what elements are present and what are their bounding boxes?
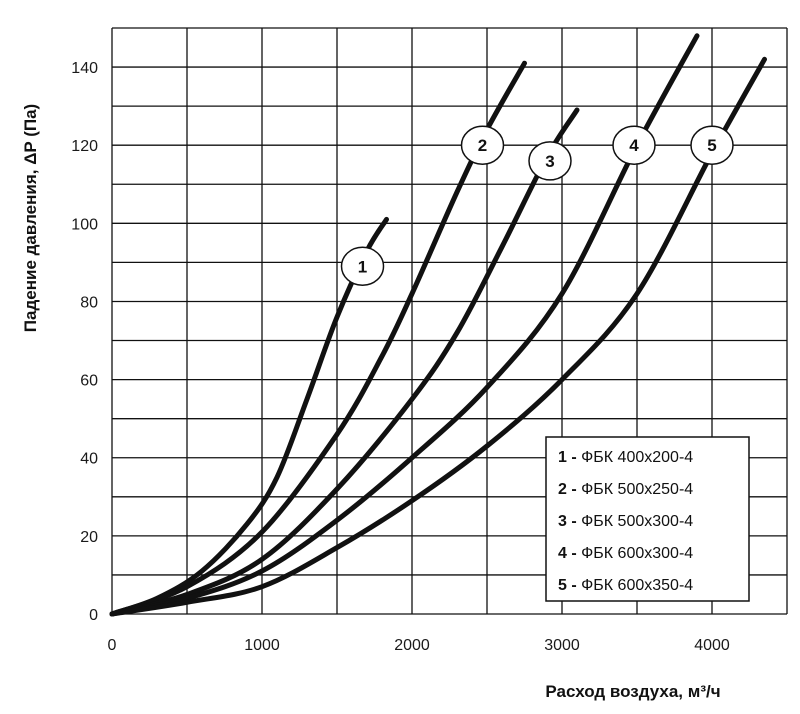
y-axis-title: Падение давления, ΔP (Па): [21, 104, 40, 332]
legend-entry: 3 - ФБК 500x300-4: [558, 513, 693, 530]
legend-entry: 2 - ФБК 500x250-4: [558, 481, 693, 498]
curve-label-text: 4: [629, 136, 639, 155]
legend-entry-label: ФБК 600x350-4: [581, 577, 693, 594]
x-tick-label: 0: [108, 637, 117, 654]
curve-labels: 1 2 3 4 5: [340, 125, 734, 287]
curve-series-5: [109, 56, 767, 617]
x-tick-label: 1000: [244, 637, 280, 654]
curve-label-bubble: [460, 125, 505, 165]
curve-label-text: 3: [545, 152, 554, 171]
legend: 1 - ФБК 400x200-42 - ФБК 500x250-43 - ФБ…: [545, 436, 750, 602]
curve-label-text: 2: [478, 136, 487, 155]
curve-series-1: [109, 216, 389, 617]
legend-entry-label: ФБК 500x250-4: [581, 481, 693, 498]
x-axis-ticks: 0 1000 2000 3000 4000: [108, 637, 730, 654]
legend-entry: 1 - ФБК 400x200-4: [558, 449, 693, 466]
curves: [109, 33, 767, 617]
y-tick-label: 60: [80, 373, 98, 390]
legend-entry: 4 - ФБК 600x300-4: [558, 545, 693, 562]
legend-entry-number: 5 -: [558, 577, 581, 594]
legend-box: [545, 436, 750, 602]
curve-label-bubble: [612, 125, 656, 165]
curve-label-text: 5: [707, 136, 716, 155]
legend-entry-label: ФБК 500x300-4: [581, 513, 693, 530]
curve-label-bubble: [528, 141, 572, 181]
legend-entry-number: 1 -: [558, 449, 581, 466]
y-tick-label: 0: [89, 607, 98, 624]
x-tick-label: 3000: [544, 637, 580, 654]
curve-series-4: [109, 33, 700, 617]
y-tick-label: 40: [80, 451, 98, 468]
legend-entry-label: ФБК 600x300-4: [581, 545, 693, 562]
legend-entry: 5 - ФБК 600x350-4: [558, 577, 693, 594]
curve-label-text: 1: [358, 257, 367, 276]
y-tick-label: 80: [80, 294, 98, 311]
y-tick-label: 140: [71, 60, 98, 77]
y-tick-label: 120: [71, 138, 98, 155]
legend-entry-number: 4 -: [558, 545, 581, 562]
curve-label-bubble: [690, 125, 734, 165]
curve-label-bubble: [340, 246, 385, 287]
legend-entry-label: ФБК 400x200-4: [581, 449, 693, 466]
y-tick-label: 100: [71, 216, 98, 233]
y-tick-label: 20: [80, 529, 98, 546]
x-tick-label: 4000: [694, 637, 730, 654]
x-axis-title: Расход воздуха, м³/ч: [545, 682, 720, 701]
y-axis-ticks: 0 20 40 60 80 100 120 140: [71, 60, 98, 624]
x-tick-label: 2000: [394, 637, 430, 654]
curve-series-3: [109, 107, 580, 617]
legend-entry-number: 3 -: [558, 513, 581, 530]
legend-entry-number: 2 -: [558, 481, 581, 498]
